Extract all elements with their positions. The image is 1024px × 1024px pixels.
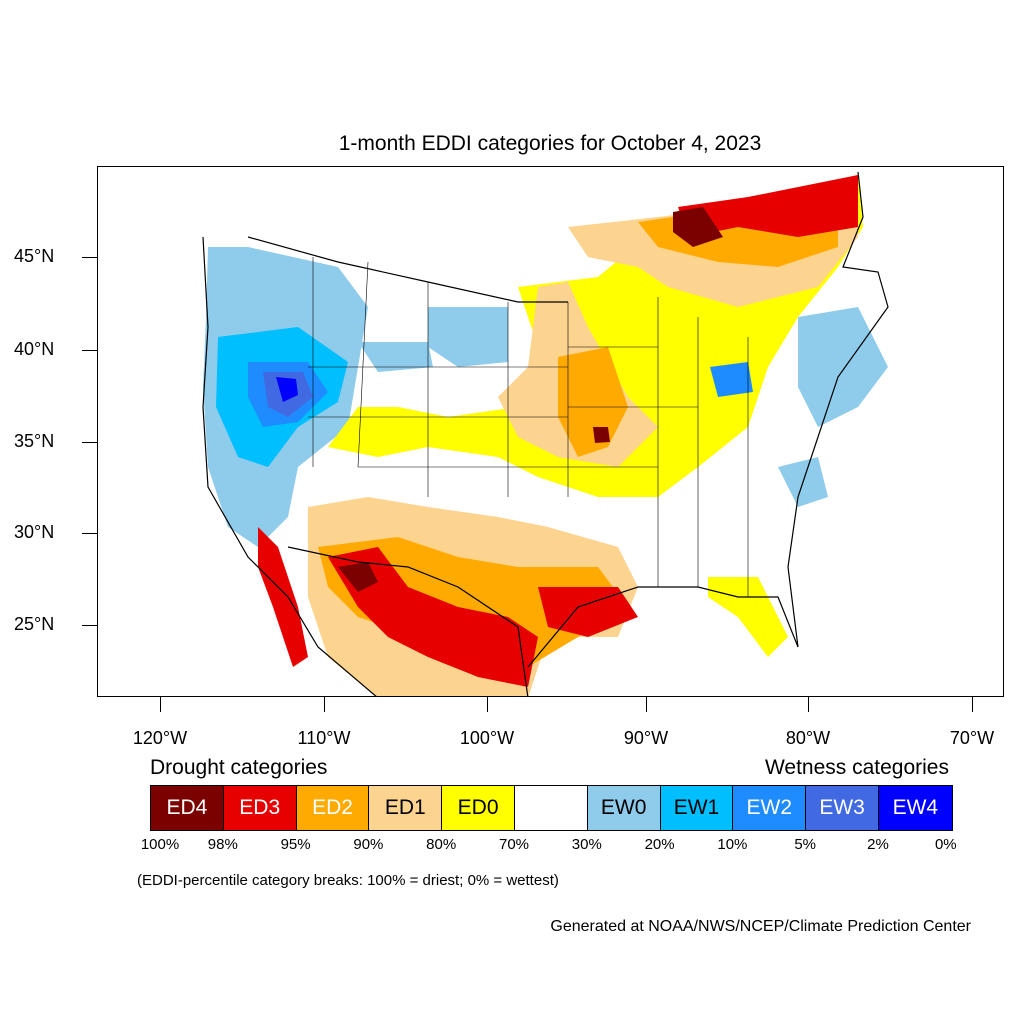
lat-tick <box>82 442 97 443</box>
coastline-west <box>202 236 377 696</box>
legend-cell-ew1: EW1 <box>660 786 734 830</box>
legend-cell-ed0: ED0 <box>442 786 515 830</box>
legend-cell-ed1: ED1 <box>369 786 443 830</box>
region-ed3-south <box>328 547 538 687</box>
region-ed3-greatlakes <box>678 175 858 237</box>
map-plot-area <box>97 166 1004 697</box>
lat-tick <box>82 350 97 351</box>
percentile-label: 100% <box>140 836 180 853</box>
percentile-label: 20% <box>644 836 675 853</box>
percentile-label: 98% <box>207 836 238 853</box>
region-ed2-south <box>318 537 628 667</box>
lon-tick <box>324 697 325 712</box>
lat-label-30: 30°N <box>14 522 55 542</box>
percentile-label: 0% <box>934 836 957 853</box>
region-ed4-south <box>338 562 378 592</box>
legend-cell-ed4: ED4 <box>151 786 224 830</box>
percentile-label: 80% <box>426 836 457 853</box>
lon-tick <box>972 697 973 712</box>
lon-tick <box>487 697 488 712</box>
lon-label-80: 80°W <box>785 728 831 748</box>
legend-cell-ew2: EW2 <box>733 786 807 830</box>
percentile-label: 90% <box>353 836 384 853</box>
lon-label-70: 70°W <box>949 728 995 748</box>
eddi-map <box>202 171 889 696</box>
lat-tick <box>82 625 97 626</box>
region-ew0-northeast <box>798 307 888 427</box>
lon-tick <box>646 697 647 712</box>
region-ed4-midwest <box>593 427 610 443</box>
lon-tick <box>160 697 161 712</box>
legend-cell-ew0: EW0 <box>587 786 661 830</box>
lon-tick <box>808 697 809 712</box>
lat-label-40: 40°N <box>14 339 55 359</box>
coastline-east <box>787 171 889 648</box>
state-lines <box>308 257 749 597</box>
percentile-label: 5% <box>794 836 817 853</box>
lat-label-25: 25°N <box>14 614 55 634</box>
lon-label-110: 110°W <box>297 728 351 748</box>
region-ew0-mid <box>358 342 433 372</box>
region-ew2-erie <box>710 362 753 397</box>
lon-label-100: 100°W <box>459 728 515 748</box>
lon-label-120: 120°W <box>132 728 188 748</box>
percentile-label: 10% <box>717 836 748 853</box>
percentile-label: 95% <box>280 836 311 853</box>
region-ew0-north <box>428 307 508 367</box>
lat-label-45: 45°N <box>14 246 55 266</box>
lat-label-35: 35°N <box>14 431 55 451</box>
lon-label-90: 90°W <box>623 728 669 748</box>
category-note: (EDDI-percentile category breaks: 100% =… <box>137 872 559 889</box>
legend-cell-ew4: EW4 <box>878 786 952 830</box>
region-ed3-baja <box>258 527 308 667</box>
border-mexico <box>287 546 529 696</box>
legend-cell-ew3: EW3 <box>806 786 879 830</box>
lat-tick <box>82 533 97 534</box>
legend-cell-ed3: ED3 <box>223 786 297 830</box>
lat-tick <box>82 257 97 258</box>
region-ew4-west <box>276 377 298 402</box>
legend-cell-ed2: ED2 <box>296 786 370 830</box>
wetness-heading: Wetness categories <box>764 756 949 779</box>
map-title: 1-month EDDI categories for October 4, 2… <box>338 132 762 155</box>
drought-heading: Drought categories <box>150 756 328 779</box>
percentile-label: 2% <box>867 836 889 853</box>
region-ed2-midwest <box>558 347 628 457</box>
region-ed4-greatlakes <box>673 207 723 247</box>
legend-cell-neutral <box>514 786 588 830</box>
credit-text: Generated at NOAA/NWS/NCEP/Climate Predi… <box>550 918 971 935</box>
legend-color-bar: ED4 ED3 ED2 ED1 ED0 EW0 EW1 EW2 EW3 EW4 <box>150 785 953 831</box>
percentile-label: 70% <box>498 836 530 853</box>
percentile-label: 30% <box>571 836 602 853</box>
